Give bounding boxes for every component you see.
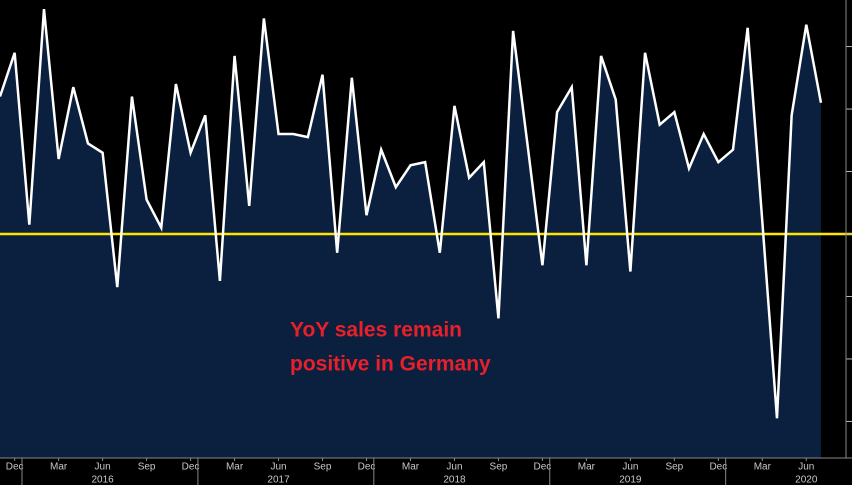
line: [0, 8, 823, 419]
x-tick-label: Mar: [226, 462, 244, 473]
x-tick-label: Jun: [95, 462, 111, 473]
x-tick-label: Dec: [358, 462, 376, 473]
x-tick-label: Jun: [798, 462, 814, 473]
year-label: 2016: [91, 475, 114, 485]
x-tick-label: Sep: [138, 462, 156, 473]
annotation: positive in Germany: [290, 353, 491, 376]
x-tick-label: Jun: [446, 462, 462, 473]
x-tick-label: Sep: [665, 462, 683, 473]
x-tick-label: Mar: [50, 462, 68, 473]
x-tick-label: Dec: [6, 462, 24, 473]
x-tick-label: Jun: [622, 462, 638, 473]
x-tick-label: Mar: [754, 462, 772, 473]
x-tick-label: Mar: [578, 462, 596, 473]
x-tick-label: Jun: [270, 462, 286, 473]
x-tick-label: Dec: [182, 462, 200, 473]
year-label: 2017: [267, 475, 290, 485]
x-tick-label: Mar: [402, 462, 420, 473]
x-tick-label: Dec: [534, 462, 552, 473]
annotation: YoY sales remain: [290, 319, 462, 342]
year-label: 2020: [795, 475, 818, 485]
x-tick-label: Sep: [490, 462, 508, 473]
x-tick-label: Dec: [709, 462, 727, 473]
x-tick-label: Sep: [314, 462, 332, 473]
year-label: 2019: [619, 475, 642, 485]
year-label: 2018: [443, 475, 466, 485]
